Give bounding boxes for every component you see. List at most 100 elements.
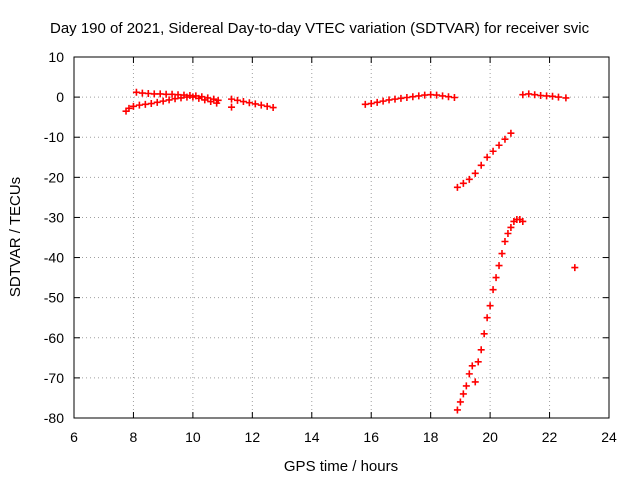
data-point: [269, 104, 277, 112]
data-point: [465, 370, 473, 378]
data-point: [198, 93, 206, 101]
data-point: [186, 92, 194, 100]
data-point: [495, 141, 503, 149]
data-point: [465, 175, 473, 183]
x-tick-label: 24: [601, 429, 617, 445]
data-point: [144, 90, 152, 98]
data-point: [486, 302, 494, 310]
data-point: [504, 229, 512, 237]
data-point: [204, 94, 212, 102]
x-tick-label: 6: [70, 429, 78, 445]
data-point: [554, 93, 562, 101]
x-tick-label: 20: [482, 429, 498, 445]
data-point: [571, 264, 579, 272]
data-point: [459, 179, 467, 187]
data-point: [450, 94, 458, 102]
data-point: [453, 406, 461, 414]
data-point: [397, 94, 405, 102]
y-tick-label: -50: [44, 290, 64, 306]
data-point: [141, 100, 149, 108]
data-point: [439, 92, 447, 100]
data-point: [379, 97, 387, 105]
chart-grid: [74, 57, 609, 418]
y-tick-label: -70: [44, 370, 64, 386]
x-tick-label: 10: [185, 429, 201, 445]
data-point: [477, 161, 485, 169]
data-point: [519, 217, 527, 225]
data-point: [445, 93, 452, 101]
x-tick-label: 16: [363, 429, 379, 445]
data-point: [471, 378, 479, 386]
x-tick-label: 8: [130, 429, 138, 445]
data-point: [480, 330, 488, 338]
data-point: [433, 91, 441, 99]
data-point: [162, 90, 170, 98]
x-tick-label: 18: [423, 429, 439, 445]
data-point: [214, 96, 222, 104]
data-point: [159, 97, 167, 105]
data-point: [471, 169, 479, 177]
x-axis: 6 8 10 12 14 16 18 20 22 24: [70, 57, 617, 445]
data-point: [453, 183, 461, 191]
plot-frame: [73, 56, 610, 419]
data-point: [192, 92, 200, 100]
data-point: [462, 382, 470, 390]
data-point: [174, 91, 182, 99]
y-tick-label: 10: [48, 49, 64, 65]
chart-title: Day 190 of 2021, Sidereal Day-to-day VTE…: [50, 20, 590, 37]
data-point: [492, 274, 500, 282]
data-point: [459, 390, 467, 398]
y-tick-label: -20: [44, 169, 64, 185]
data-point: [165, 96, 173, 104]
data-point: [501, 135, 509, 143]
y-axis: 10 0 -10 -20 -30 -40 -50 -60 -70 -80: [44, 49, 609, 426]
data-point: [507, 223, 515, 231]
data-point: [147, 100, 155, 108]
data-point: [543, 92, 551, 100]
data-point: [415, 92, 423, 100]
data-point: [168, 90, 176, 98]
x-tick-label: 12: [245, 429, 261, 445]
data-point: [427, 91, 435, 99]
data-point: [537, 92, 545, 100]
data-point: [549, 92, 557, 100]
data-point: [468, 362, 476, 370]
data-point: [483, 314, 491, 322]
data-point: [150, 90, 158, 98]
data-point: [132, 88, 140, 96]
data-point: [228, 95, 236, 103]
data-point: [245, 99, 253, 107]
y-tick-label: -30: [44, 209, 64, 225]
data-point: [477, 346, 485, 354]
data-point: [562, 94, 570, 102]
data-point: [483, 153, 491, 161]
data-point: [507, 129, 515, 137]
data-point: [421, 91, 429, 99]
data-point: [129, 102, 137, 110]
y-tick-label: 0: [56, 89, 64, 105]
data-point: [385, 96, 393, 104]
data-point: [233, 96, 241, 104]
data-point: [239, 98, 247, 106]
data-point: [210, 95, 218, 103]
data-point: [125, 104, 133, 112]
data-point: [525, 90, 533, 98]
data-point: [361, 100, 369, 108]
y-tick-label: -80: [44, 410, 64, 426]
data-point: [138, 89, 146, 97]
data-point: [474, 358, 482, 366]
data-series: [122, 88, 579, 414]
data-point: [263, 102, 271, 110]
data-point: [180, 91, 188, 99]
data-point: [456, 398, 464, 406]
data-point: [171, 95, 179, 103]
data-point: [153, 98, 161, 106]
data-point: [391, 95, 399, 103]
y-tick-label: -60: [44, 330, 64, 346]
data-point: [409, 93, 417, 101]
data-point: [251, 100, 259, 108]
y-tick-label: -40: [44, 250, 64, 266]
data-point: [489, 286, 497, 294]
data-point: [135, 101, 143, 109]
